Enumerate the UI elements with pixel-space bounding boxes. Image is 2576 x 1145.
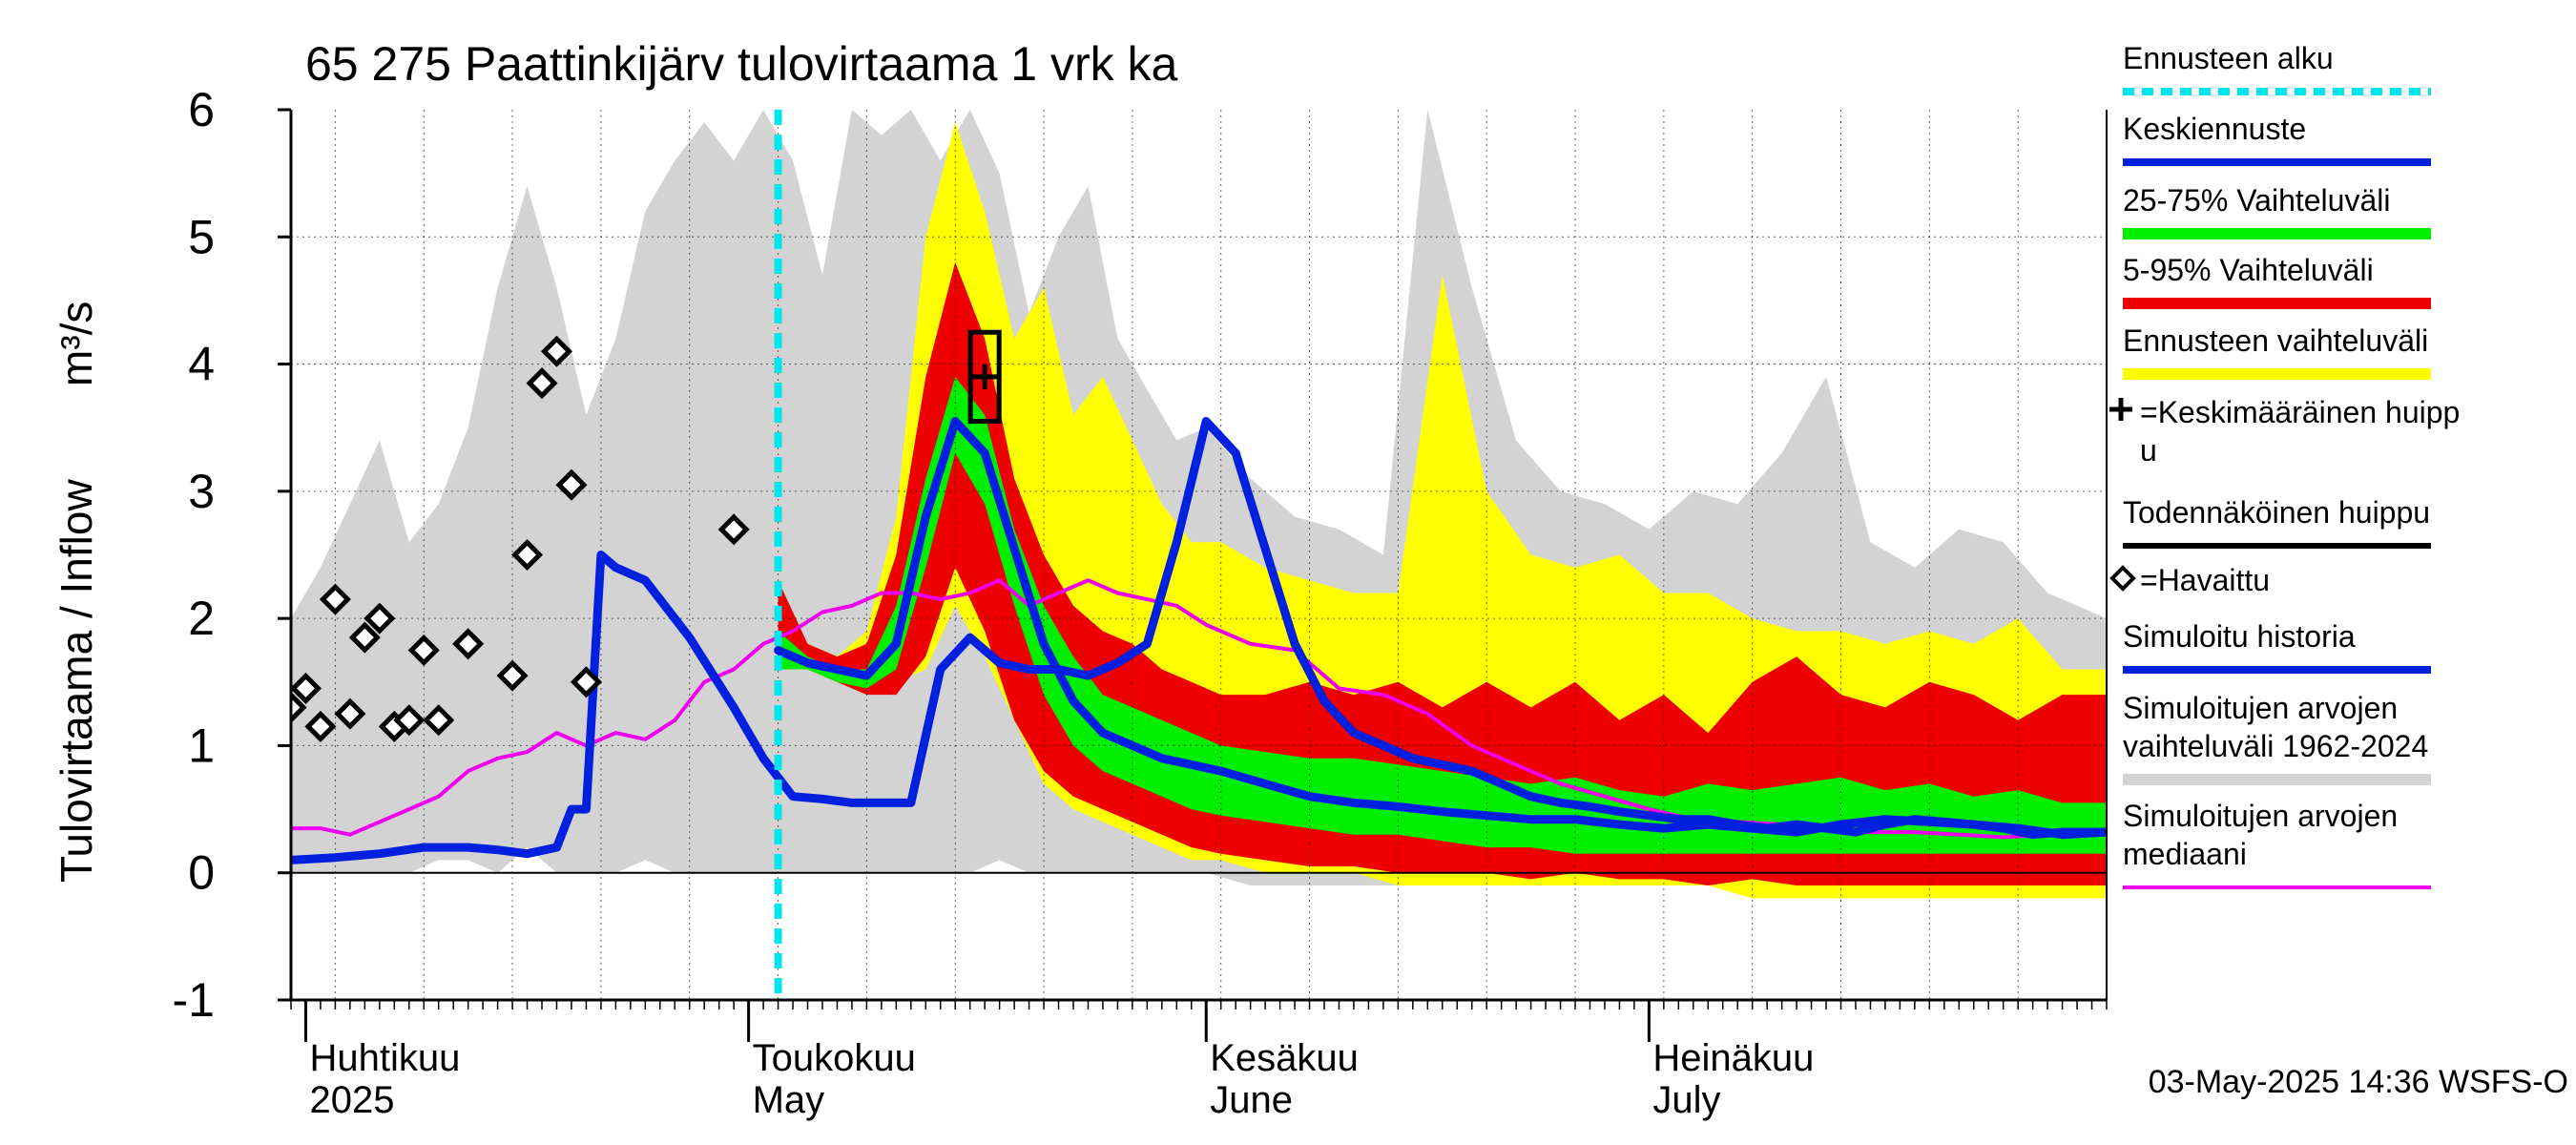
- legend-label-p25-75: 25-75% Vaihteluväli: [2123, 183, 2390, 218]
- legend-label-likely-peak: Todennäköinen huippu: [2123, 495, 2430, 530]
- observed-point: [511, 538, 544, 572]
- legend: Ennusteen alku Keskiennuste 25-75% Vaihtel…: [2109, 41, 2460, 889]
- legend-label-p5-95: 5-95% Vaihteluväli: [2123, 253, 2374, 287]
- observed-point: [348, 621, 381, 654]
- x-month-label-fi: Heinäkuu: [1652, 1037, 1814, 1079]
- observed-point: [423, 704, 455, 737]
- observed-point: [393, 704, 426, 737]
- y-tick-label: 2: [188, 592, 215, 645]
- legend-label-forecast-start: Ennusteen alku: [2123, 41, 2334, 75]
- y-tick-label: 1: [188, 718, 215, 772]
- observed-point: [291, 672, 322, 704]
- x-month-label-fi: Toukokuu: [753, 1037, 916, 1079]
- legend-label-line: Simuloitujen arvojen: [2123, 799, 2398, 833]
- observed-point: [526, 367, 558, 400]
- x-month-label-en: May: [753, 1079, 825, 1121]
- x-month-label-fi: Huhtikuu: [309, 1037, 460, 1079]
- plot-content: [291, 110, 2107, 1000]
- legend-label-observed: =Havaittu: [2140, 563, 2270, 597]
- observed-point: [540, 335, 573, 367]
- x-month-label-fi: Kesäkuu: [1210, 1037, 1359, 1079]
- y-tick-label: 5: [188, 210, 215, 263]
- observed-point: [570, 666, 602, 698]
- observed-point: [334, 697, 366, 730]
- legend-label-line: u: [2140, 433, 2157, 468]
- legend-label-line: vaihteluväli 1962-2024: [2123, 729, 2428, 763]
- mean-forecast-line: [774, 417, 2107, 840]
- observed-point: [496, 659, 529, 692]
- observed-point: [364, 602, 396, 635]
- y-tick-label: 4: [188, 338, 215, 391]
- chart-title: 65 275 Paattinkijärv tulovirtaama 1 vrk …: [305, 37, 1178, 91]
- observed-point: [291, 691, 307, 723]
- x-month-label-en: 2025: [309, 1079, 394, 1121]
- x-month-label-en: July: [1652, 1079, 1720, 1121]
- y-tick-label: 3: [188, 465, 215, 518]
- observed-point: [407, 634, 440, 666]
- y-axis-label: Tulovirtaama / Inflow: [52, 479, 101, 883]
- timestamp: 03-May-2025 14:36 WSFS-O: [2149, 1064, 2568, 1100]
- legend-label-line: Simuloitujen arvojen: [2123, 691, 2398, 725]
- legend-label-range: Ennusteen vaihteluväli: [2123, 323, 2428, 358]
- observed-point: [452, 628, 485, 660]
- legend-marker-observed: [2109, 565, 2136, 592]
- likely-peak-box: [967, 329, 1002, 425]
- observed-point: [717, 513, 750, 546]
- legend-label-sim-history: Simuloitu historia: [2123, 619, 2356, 654]
- observed-point: [304, 710, 337, 742]
- y-tick-label: 6: [188, 83, 215, 136]
- legend-label-mean: Keskiennuste: [2123, 112, 2306, 146]
- legend-label-hist-median: Simuloitujen arvojen mediaani: [2123, 799, 2398, 871]
- plot-area: [291, 110, 2107, 1000]
- y-tick-label: 0: [188, 846, 215, 900]
- x-month-label-en: June: [1210, 1079, 1293, 1121]
- y-axis-unit: m³/s: [52, 302, 101, 386]
- legend-label-hist-range: Simuloitujen arvojen vaihteluväli 1962-20…: [2123, 691, 2428, 763]
- y-tick-label: -1: [173, 973, 215, 1027]
- legend-label-line: mediaani: [2123, 837, 2247, 871]
- observed-point: [555, 468, 588, 501]
- observed-point: [319, 583, 351, 615]
- sim-history-line: [291, 417, 2107, 864]
- legend-label-mean-peak: =Keskimääräinen huipp u: [2140, 395, 2460, 468]
- legend-label-line: =Keskimääräinen huipp: [2140, 395, 2460, 429]
- axes: 6543210-1Huhtikuu2025ToukokuuMayKesäkuuJ…: [173, 83, 2108, 1121]
